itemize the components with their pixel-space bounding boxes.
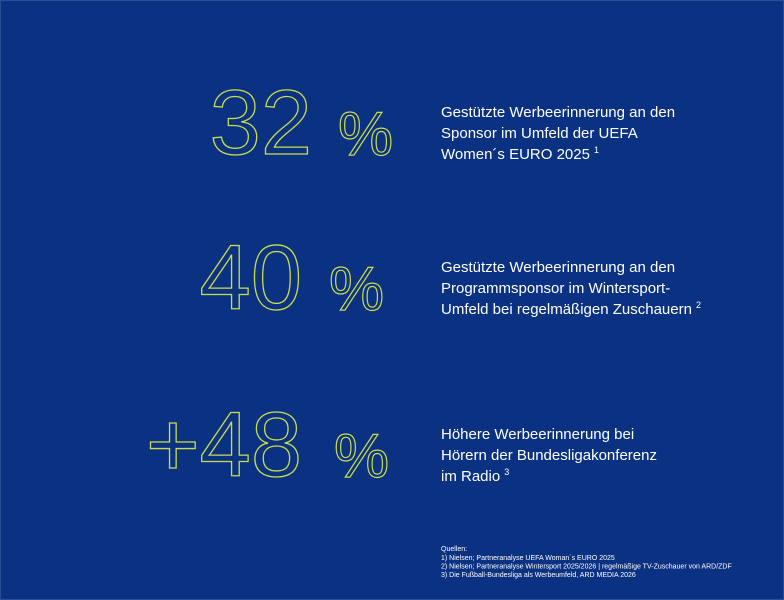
sources-title: Quellen: <box>441 546 467 553</box>
description-line: Programmsponsor im Wintersport- <box>441 280 670 297</box>
description-line: Women´s EURO 2025 <box>441 146 590 163</box>
description-line: Sponsor im Umfeld der UEFA <box>441 125 638 142</box>
footnote-marker: 1 <box>594 145 599 155</box>
stat-number: 40 <box>200 227 302 329</box>
source-item: 2) Nielsen; Partneranalyse Wintersport 2… <box>441 564 732 571</box>
source-item: 1) Nielsen; Partneranalyse UEFA Woman´s … <box>441 555 615 562</box>
stat-unit: % <box>334 422 389 491</box>
stat-number: +48 <box>146 394 302 496</box>
source-item: 3) Die Fußball-Bundesliga als Werbeumfel… <box>441 572 636 579</box>
description-line: Umfeld bei regelmäßigen Zuschauern <box>441 301 692 318</box>
footnote-marker: 2 <box>696 300 701 310</box>
footnote-marker: 3 <box>504 467 509 477</box>
stat-unit: % <box>338 100 393 169</box>
description-line: Hörern der Bundesligakonferenz <box>441 447 657 464</box>
description-line: Gestützte Werbeerinnerung an den <box>441 259 675 276</box>
description-line: Höhere Werbeerinnerung bei <box>441 426 634 443</box>
stat-number: 32 <box>210 72 312 174</box>
description-line: Gestützte Werbeerinnerung an den <box>441 104 675 121</box>
stat-unit: % <box>329 255 384 324</box>
description-line: im Radio <box>441 468 500 485</box>
